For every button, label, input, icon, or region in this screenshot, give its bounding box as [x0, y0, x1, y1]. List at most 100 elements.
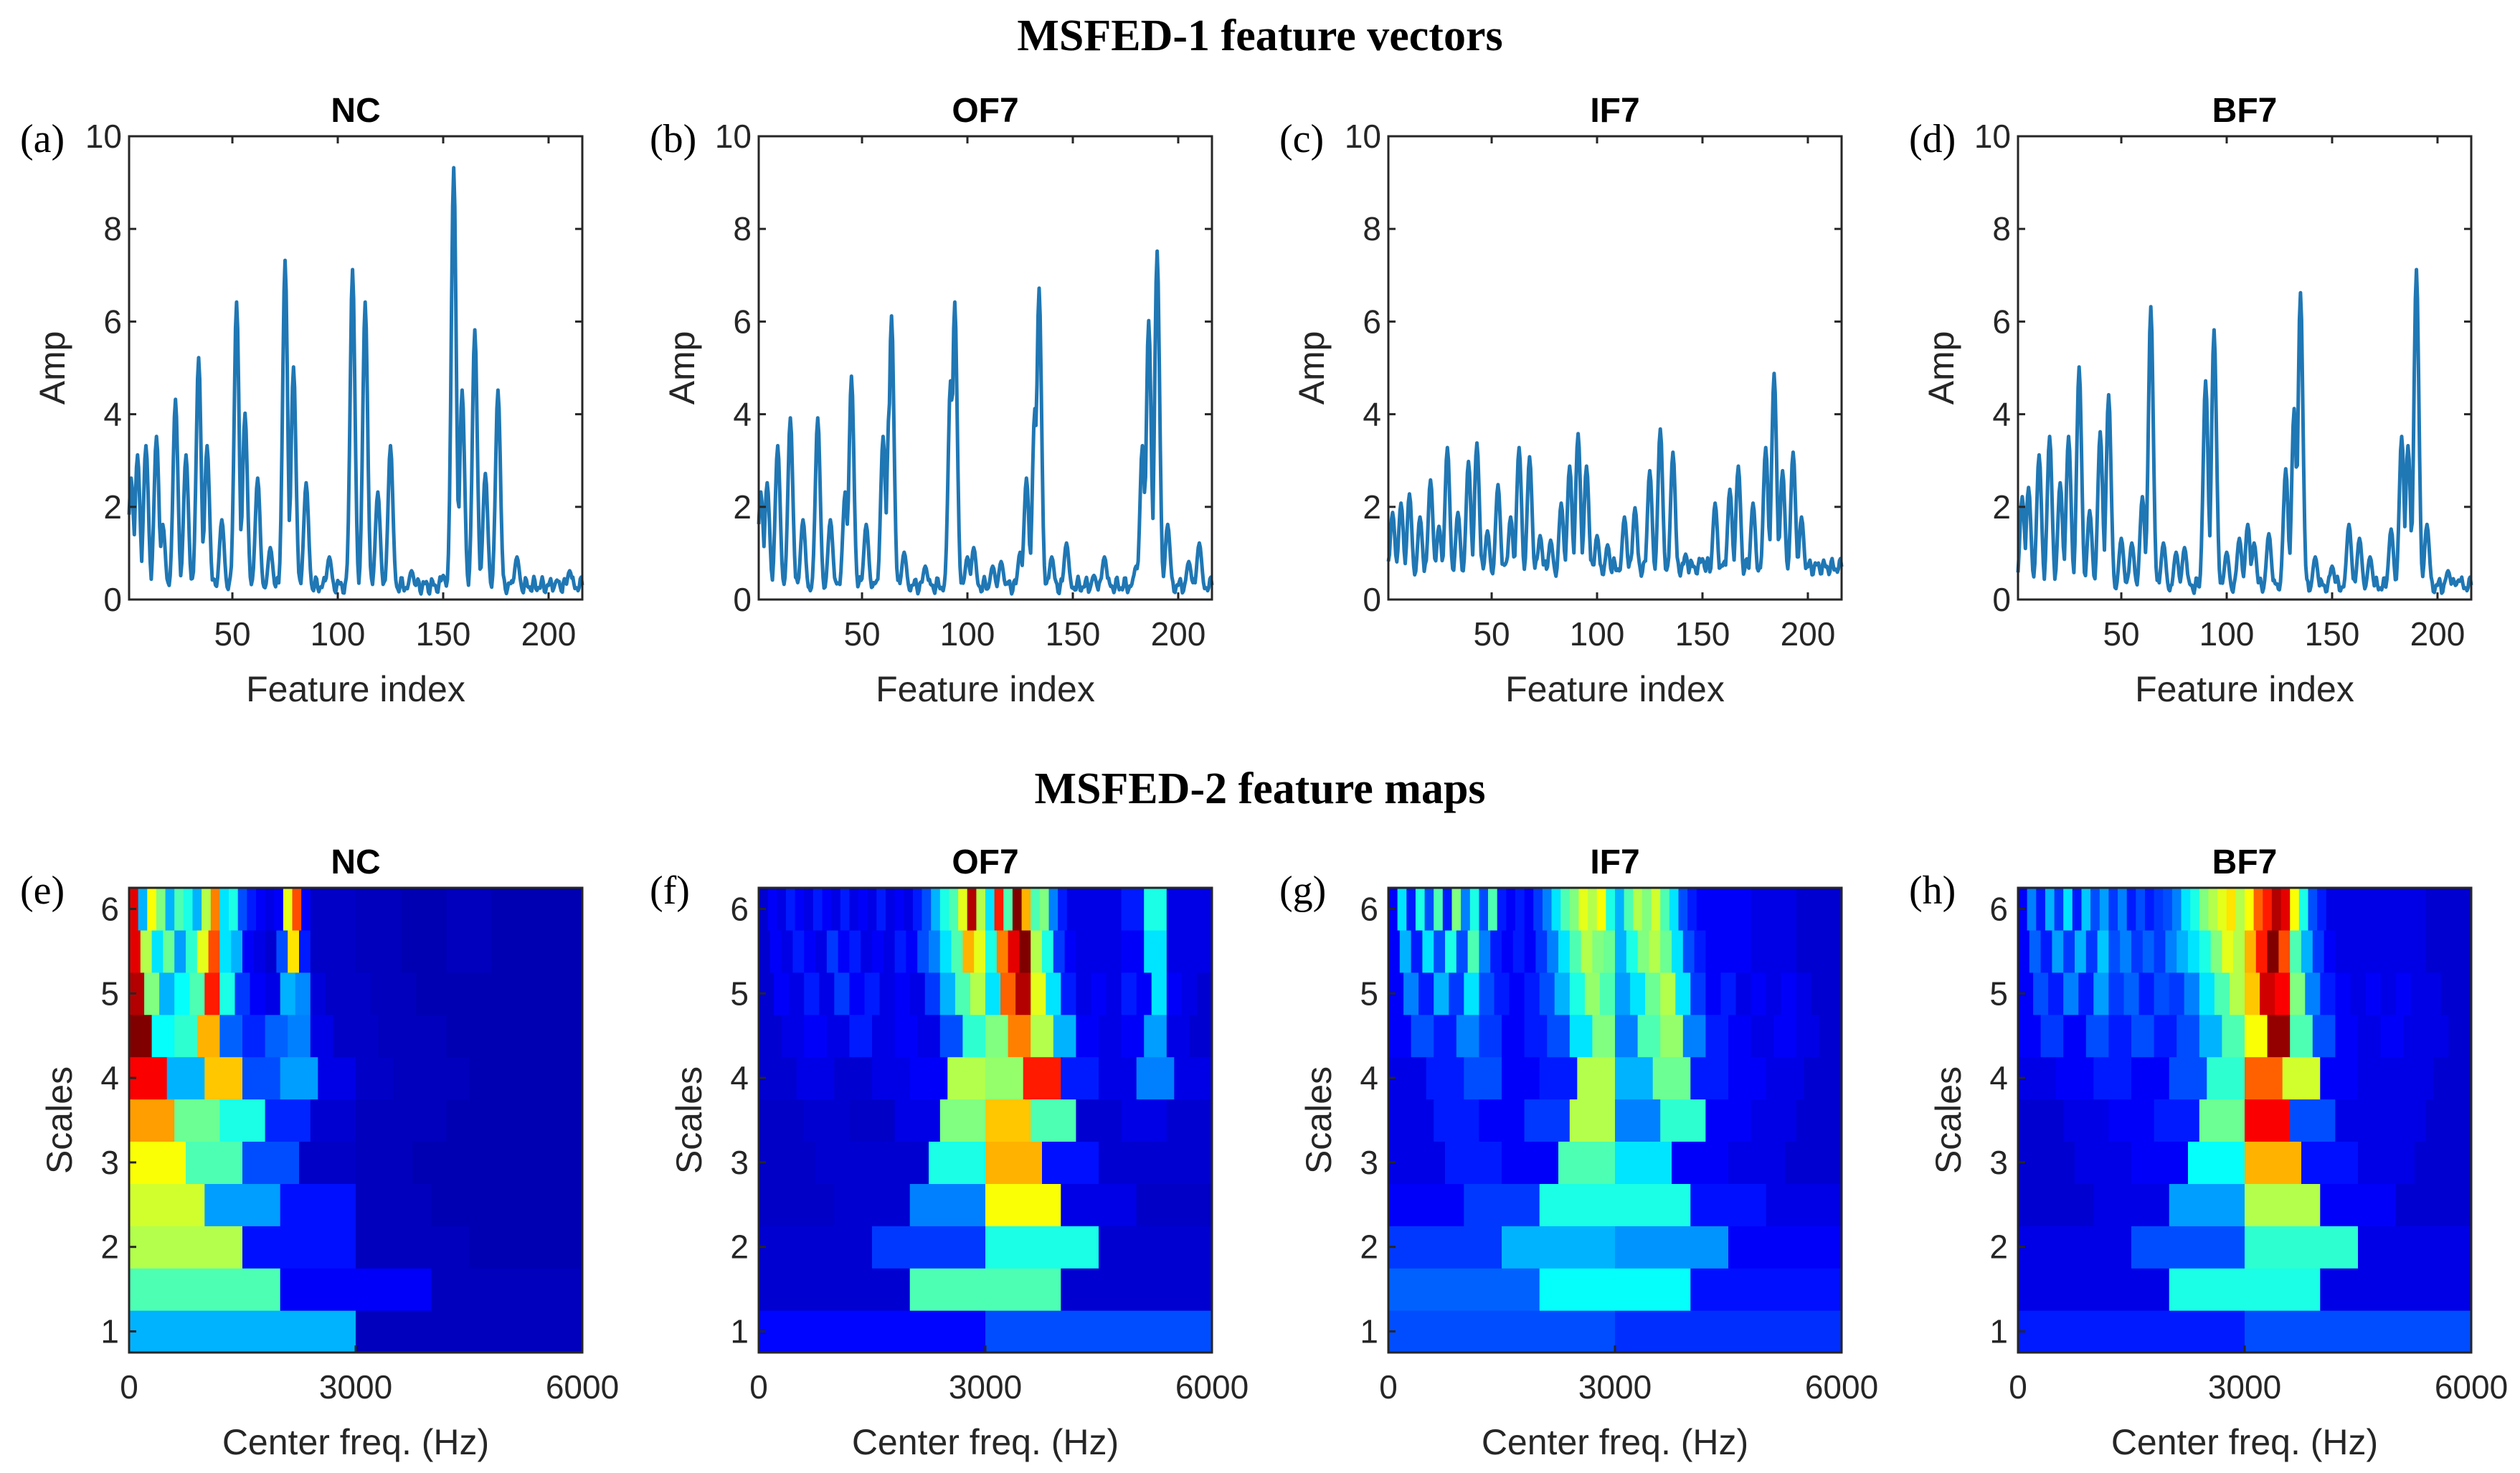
heatmap-cell — [1728, 1056, 1767, 1100]
heatmap-cell — [2036, 888, 2046, 931]
heatmap-cell — [962, 929, 975, 973]
heatmap-cell — [2176, 1014, 2200, 1058]
heatmap-cell — [769, 929, 782, 973]
heatmap-cell — [2199, 1099, 2245, 1142]
panel-label: (d) — [1909, 117, 1956, 161]
heatmap-cell — [872, 1014, 896, 1058]
heatmap-cell — [174, 1099, 220, 1142]
heatmap-cell — [1819, 1014, 1842, 1058]
heatmap-cell — [1569, 1099, 1616, 1142]
heatmap-cell — [985, 1226, 1099, 1269]
heatmap-cell — [781, 1014, 805, 1058]
heatmap-cell — [1735, 972, 1752, 1015]
heatmap-cell — [265, 972, 281, 1015]
y-tick-label: 4 — [1363, 396, 1381, 433]
heatmap-cell — [1031, 888, 1041, 931]
heatmap-cell — [2018, 1014, 2042, 1058]
heatmap-cell — [1539, 972, 1555, 1015]
heatmap-cell — [151, 929, 164, 973]
heatmap-cell — [229, 888, 239, 931]
heatmap-cell — [2433, 1056, 2472, 1100]
series-line — [1386, 371, 1844, 578]
heatmap-cell — [2282, 1056, 2321, 1100]
x-tick-label: 3000 — [2208, 1368, 2281, 1406]
heatmap-cell — [371, 972, 387, 1015]
x-tick-label: 100 — [1570, 615, 1625, 653]
heatmap-cell — [1811, 972, 1827, 1015]
heatmap-cell — [446, 888, 493, 931]
heatmap-cell — [1690, 972, 1706, 1015]
panel-label: (g) — [1279, 868, 1326, 913]
heatmap-cell — [431, 1268, 583, 1311]
heatmap-cell — [924, 972, 941, 1015]
heatmap-cell — [1144, 888, 1167, 931]
heatmap-cell — [2245, 1141, 2302, 1184]
y-tick-label: 6 — [1360, 890, 1378, 927]
heatmap-cell — [909, 1183, 986, 1226]
heatmap-cell — [423, 1014, 447, 1058]
x-tick-label: 100 — [311, 615, 366, 653]
heatmap-cell — [129, 1014, 153, 1058]
heatmap-cell — [1461, 888, 1471, 931]
heatmap-cell — [1479, 972, 1495, 1015]
heatmap-cell — [2169, 1268, 2321, 1311]
heatmap-cell — [1578, 888, 1588, 931]
y-tick-label: 4 — [103, 396, 122, 433]
heatmap-cell — [1434, 888, 1444, 931]
heatmap-cell — [1003, 888, 1013, 931]
heatmap-cell — [1515, 888, 1525, 931]
heatmap-cell — [2048, 972, 2064, 1015]
heatmap-cell — [1406, 888, 1416, 931]
heatmap-cell — [2154, 1014, 2177, 1058]
heatmap-cell — [1388, 1268, 1540, 1311]
heatmap-cell — [1554, 972, 1571, 1015]
heatmap-cell — [253, 929, 266, 973]
heatmap-cell — [813, 888, 823, 931]
heatmap-cell — [1121, 929, 1145, 973]
heatmap-cell — [2097, 929, 2109, 973]
heatmap-cell — [1773, 1014, 1797, 1058]
heatmap-cell — [796, 1056, 835, 1100]
heatmap-cell — [962, 1014, 986, 1058]
heatmap-cell — [1615, 972, 1631, 1015]
heatmap-cell — [147, 888, 157, 931]
heatmap-cell — [1690, 1268, 1842, 1311]
heatmap-cell — [1467, 929, 1479, 973]
heatmap-cell — [1547, 929, 1559, 973]
heatmap-cell — [412, 1141, 470, 1184]
heatmap-cell — [2217, 888, 2227, 931]
x-axis-label: Center freq. (Hz) — [852, 1422, 1119, 1462]
heatmap-cell — [1705, 929, 1752, 973]
heatmap-cell — [1690, 1183, 1767, 1226]
y-tick-label: 6 — [1992, 303, 2011, 340]
y-tick-label: 6 — [1363, 303, 1381, 340]
heatmap-cell — [1660, 1099, 1706, 1142]
heatmap-cell — [2324, 929, 2336, 973]
heatmap-cell — [759, 1226, 873, 1269]
heatmap-cell — [235, 972, 251, 1015]
axes-frame — [2017, 135, 2473, 601]
heatmap-cell — [461, 972, 478, 1015]
heatmap-cell — [274, 888, 284, 931]
x-tick-label: 6000 — [1175, 1368, 1249, 1406]
heatmap-cell — [2312, 929, 2325, 973]
x-tick-label: 200 — [2410, 615, 2465, 653]
heatmap-cell — [129, 1226, 243, 1269]
heatmap-cell — [886, 888, 896, 931]
heatmap-cell — [1479, 1014, 1502, 1058]
heatmap-cell — [174, 929, 186, 973]
heatmap-cell — [2090, 888, 2100, 931]
heatmap-cell — [2214, 972, 2230, 1015]
heatmap-cell — [1642, 888, 1652, 931]
heatmap-cell — [1592, 1014, 1616, 1058]
heatmap-cell — [826, 929, 839, 973]
heatmap-cell — [2093, 972, 2109, 1015]
heatmap-cell — [1596, 888, 1606, 931]
heatmap-cell — [1506, 888, 1516, 931]
heatmap-cell — [2380, 1099, 2427, 1142]
heatmap-cell — [446, 972, 463, 1015]
heatmap-cell — [939, 972, 956, 1015]
heatmap-cell — [301, 888, 311, 931]
heatmap-cell — [2235, 888, 2245, 931]
